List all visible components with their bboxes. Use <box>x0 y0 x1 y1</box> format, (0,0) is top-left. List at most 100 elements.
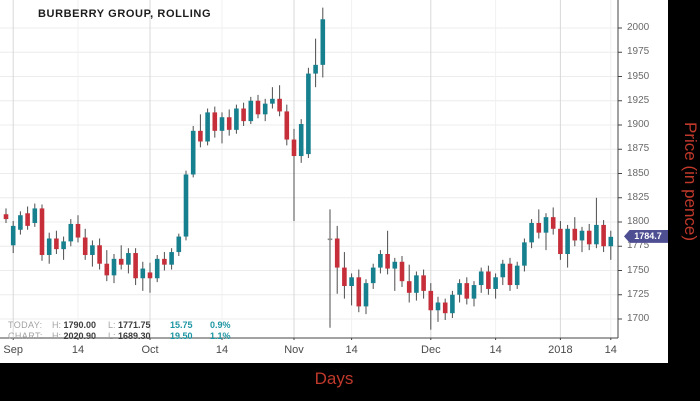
candle[interactable] <box>450 294 455 314</box>
candle[interactable] <box>543 217 549 233</box>
stats-row-today: TODAY: H: 1790.00 L: 1771.75 15.75 0.9% <box>8 320 231 331</box>
candle[interactable] <box>342 267 347 287</box>
x-tick-label: Dec <box>421 344 441 356</box>
candle[interactable] <box>154 258 160 279</box>
x-tick-label: 14 <box>345 344 358 356</box>
candle[interactable] <box>140 268 146 279</box>
candle[interactable] <box>471 285 477 299</box>
candle[interactable] <box>262 103 268 115</box>
candle[interactable] <box>435 302 441 311</box>
candle[interactable] <box>248 100 254 122</box>
candle[interactable] <box>183 174 189 237</box>
candle[interactable] <box>507 263 513 286</box>
candle[interactable] <box>442 302 448 314</box>
candle[interactable] <box>118 258 124 265</box>
candle[interactable] <box>234 108 239 130</box>
candle[interactable] <box>594 224 599 245</box>
candle[interactable] <box>601 224 606 247</box>
candle[interactable] <box>111 258 117 276</box>
candle[interactable] <box>500 263 506 278</box>
candle[interactable] <box>486 271 491 289</box>
candle[interactable] <box>421 275 426 291</box>
candle[interactable] <box>219 117 225 131</box>
candle[interactable] <box>104 263 110 276</box>
candle[interactable] <box>392 261 398 269</box>
candle[interactable] <box>270 98 275 104</box>
candle[interactable] <box>363 283 369 307</box>
axis-lines <box>0 0 622 340</box>
candle[interactable] <box>320 19 326 65</box>
candle[interactable] <box>3 214 9 220</box>
candle[interactable] <box>536 222 542 233</box>
candle[interactable] <box>572 228 578 241</box>
candle[interactable] <box>90 245 95 255</box>
candle[interactable] <box>579 230 585 241</box>
candle[interactable] <box>205 112 210 142</box>
candle[interactable] <box>277 98 282 112</box>
y-tick-label: 1800 <box>627 216 650 227</box>
candle[interactable] <box>565 228 570 255</box>
candle[interactable] <box>370 267 376 284</box>
candle[interactable] <box>32 208 38 223</box>
x-tick-label: 14 <box>71 344 85 356</box>
candle[interactable] <box>82 237 88 255</box>
candle[interactable] <box>255 100 261 115</box>
y-tick-label: 1925 <box>627 94 650 106</box>
chart-panel: BURBERRY GROUP, ROLLING Sep 14 Oct 14 Nov 14 D… <box>0 0 668 363</box>
candle[interactable] <box>169 252 174 265</box>
x-tick-label: Sep <box>3 344 23 356</box>
candle[interactable] <box>428 290 434 311</box>
candle[interactable] <box>298 124 304 157</box>
candle[interactable] <box>406 281 412 293</box>
candle[interactable] <box>291 139 297 157</box>
candle[interactable] <box>558 228 563 255</box>
y-tick-label: 1900 <box>627 119 650 130</box>
candle[interactable] <box>356 277 362 307</box>
candle[interactable] <box>327 238 333 241</box>
candle[interactable] <box>529 222 534 243</box>
candle[interactable] <box>586 230 592 245</box>
candle[interactable] <box>385 254 390 269</box>
candle[interactable] <box>608 236 614 247</box>
candle[interactable] <box>212 112 218 131</box>
candle[interactable] <box>162 258 167 265</box>
candle[interactable] <box>514 265 520 286</box>
candle[interactable] <box>284 111 290 140</box>
candle[interactable] <box>550 217 556 229</box>
candle[interactable] <box>399 261 405 282</box>
candle[interactable] <box>10 225 16 246</box>
candle[interactable] <box>493 277 498 289</box>
candle[interactable] <box>241 108 246 122</box>
candle[interactable] <box>147 272 153 279</box>
candle[interactable] <box>313 64 318 74</box>
candle[interactable] <box>522 242 527 266</box>
stats-row-chart: CHART: H: 2020.90 L: 1689.30 19.50 1.1% <box>8 331 231 342</box>
chart-change: 19.50 <box>170 331 193 341</box>
candle[interactable] <box>39 208 45 255</box>
candle[interactable] <box>226 117 232 130</box>
x-tick-label: Nov <box>284 344 304 356</box>
candle[interactable] <box>25 213 30 226</box>
candle[interactable] <box>126 253 131 265</box>
candle[interactable] <box>75 223 81 238</box>
candle[interactable] <box>457 283 462 295</box>
candle[interactable] <box>464 283 470 299</box>
candle[interactable] <box>378 254 383 268</box>
candle[interactable] <box>46 238 52 255</box>
candle[interactable] <box>306 73 311 155</box>
candle[interactable] <box>61 241 66 250</box>
candle[interactable] <box>349 277 354 287</box>
candle[interactable] <box>54 238 59 250</box>
chart-low: L: 1689.30 <box>108 331 151 341</box>
candle[interactable] <box>414 275 419 293</box>
candle[interactable] <box>176 236 182 253</box>
candle[interactable] <box>190 130 196 175</box>
candle[interactable] <box>478 271 484 286</box>
candle[interactable] <box>198 130 203 142</box>
candle[interactable] <box>133 253 138 279</box>
candle[interactable] <box>18 215 23 230</box>
candlestick-chart[interactable] <box>0 0 622 340</box>
candle[interactable] <box>334 238 340 268</box>
candle[interactable] <box>68 223 74 242</box>
candle[interactable] <box>97 245 102 264</box>
